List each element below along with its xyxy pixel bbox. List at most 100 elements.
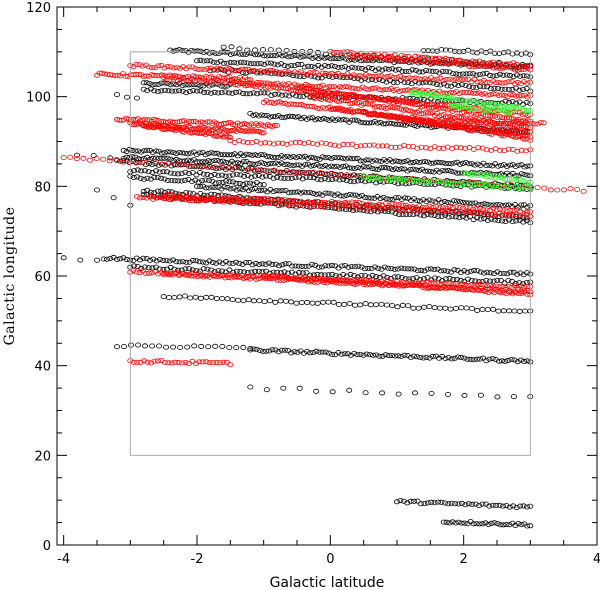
black-data-point <box>144 147 151 153</box>
black-data-point <box>158 175 165 181</box>
black-data-point <box>494 277 501 283</box>
black-data-point <box>255 188 262 194</box>
red-data-point <box>399 115 406 121</box>
black-data-point <box>178 178 185 184</box>
black-data-point <box>340 163 347 169</box>
black-data-point <box>273 188 280 194</box>
red-data-point <box>240 276 247 282</box>
red-data-point <box>383 281 390 287</box>
red-data-point <box>200 274 207 280</box>
red-data-point <box>484 63 491 69</box>
red-data-point <box>426 118 433 124</box>
black-data-point <box>146 257 153 263</box>
black-data-point <box>500 270 507 276</box>
red-data-point <box>235 67 242 73</box>
x-tick-label: 4 <box>593 552 600 567</box>
red-data-point <box>310 70 317 76</box>
black-data-point <box>158 155 165 161</box>
black-data-point <box>266 348 273 354</box>
black-data-point <box>463 71 470 77</box>
black-data-point <box>191 82 198 88</box>
red-data-point <box>501 120 508 126</box>
black-data-point <box>474 215 481 221</box>
red-data-point <box>441 60 448 66</box>
black-data-point <box>233 345 240 351</box>
black-data-point <box>486 72 493 78</box>
black-data-point <box>281 115 288 121</box>
black-data-point <box>287 154 294 160</box>
black-data-point <box>288 189 295 195</box>
red-data-point <box>305 276 312 282</box>
black-data-point <box>187 295 194 301</box>
green-data-point <box>445 94 452 100</box>
red-data-point <box>478 91 485 97</box>
black-data-point <box>306 115 313 121</box>
black-data-point <box>260 182 267 188</box>
red-data-point <box>420 58 427 64</box>
black-data-point <box>153 258 160 264</box>
black-data-point <box>308 261 315 267</box>
black-data-point <box>141 148 148 154</box>
red-data-point <box>243 128 250 134</box>
black-data-point <box>303 270 310 276</box>
red-data-point <box>231 127 238 133</box>
red-data-point <box>139 159 146 165</box>
red-data-point <box>357 143 364 149</box>
black-data-point <box>349 207 356 213</box>
black-data-point <box>248 50 255 56</box>
black-data-point <box>113 256 120 262</box>
red-data-point <box>145 270 152 276</box>
black-data-point <box>145 161 152 167</box>
black-data-point <box>362 194 369 200</box>
black-data-point <box>281 269 288 275</box>
black-data-point <box>351 179 358 185</box>
black-data-point <box>250 346 257 352</box>
black-data-point <box>514 359 521 365</box>
red-data-point <box>366 73 373 79</box>
black-data-point <box>258 187 265 193</box>
red-data-point <box>275 140 282 146</box>
black-data-point <box>318 54 325 60</box>
black-data-point <box>429 353 436 359</box>
black-data-point <box>211 158 218 164</box>
black-data-point <box>236 89 243 95</box>
red-data-point <box>266 67 273 73</box>
black-data-point <box>328 191 335 197</box>
red-data-point <box>496 80 503 86</box>
red-data-point <box>475 145 482 151</box>
red-data-point <box>216 274 223 280</box>
red-data-point <box>297 170 304 176</box>
red-data-point <box>379 143 386 149</box>
red-data-point <box>273 69 280 75</box>
black-data-point <box>170 48 177 54</box>
black-data-point <box>211 150 218 156</box>
red-data-point <box>481 128 488 134</box>
black-data-point <box>166 258 173 264</box>
black-data-point <box>220 152 227 158</box>
black-data-point <box>436 169 443 175</box>
black-data-point <box>213 165 220 171</box>
red-data-point <box>408 57 415 63</box>
red-data-point <box>465 119 472 125</box>
black-data-point <box>338 351 345 357</box>
black-data-point <box>410 212 417 218</box>
red-data-point <box>215 197 222 203</box>
black-data-point <box>518 202 525 208</box>
black-data-point <box>223 159 230 165</box>
black-data-point <box>388 353 395 359</box>
black-data-point <box>313 156 320 162</box>
red-data-point <box>308 277 315 283</box>
black-data-point <box>448 500 455 506</box>
black-data-point <box>411 123 418 129</box>
black-data-point <box>357 165 364 171</box>
black-data-point <box>213 296 220 302</box>
black-data-point <box>220 158 227 164</box>
black-data-point <box>239 52 246 58</box>
black-data-point <box>480 355 487 361</box>
red-data-point <box>180 192 187 198</box>
black-data-point <box>217 152 224 158</box>
red-data-point <box>396 88 403 94</box>
black-data-point <box>374 120 381 126</box>
red-data-point <box>580 188 587 194</box>
red-data-point <box>210 360 217 366</box>
